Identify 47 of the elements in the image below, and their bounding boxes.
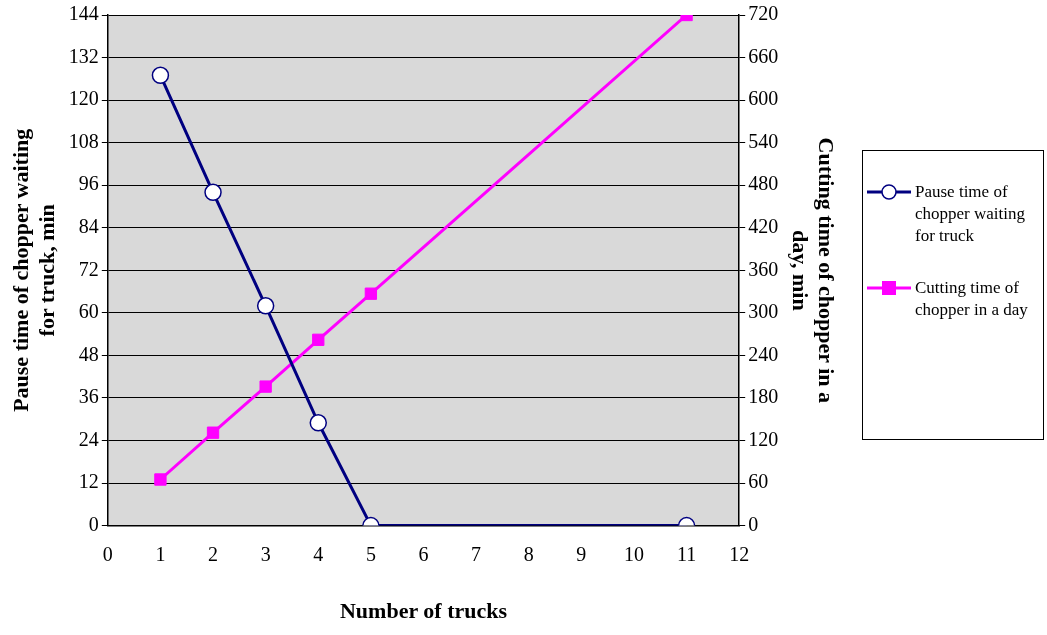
y2-tick-label: 240	[748, 342, 779, 365]
legend-label: Pause time of chopper waiting for truck	[915, 181, 1026, 247]
y-tick-label: 0	[88, 512, 99, 535]
y2-tick-label: 480	[748, 172, 779, 195]
y-tick-label: 24	[78, 427, 99, 450]
y-tick-label: 84	[78, 215, 99, 237]
y-tick-label: 108	[68, 129, 99, 152]
y-tick-label: 144	[68, 2, 99, 25]
y2-tick-label: 360	[748, 257, 779, 280]
x-tick-label: 0	[102, 542, 113, 565]
x-tick-label: 4	[313, 542, 324, 565]
y2-tick-label: 300	[748, 300, 779, 323]
point	[204, 183, 222, 202]
x-tick-label: 10	[623, 542, 644, 565]
x-tick-label: 1	[155, 542, 166, 565]
y2-tick-label: 540	[748, 129, 779, 152]
y-tick-label: 72	[78, 257, 99, 280]
point	[256, 297, 275, 315]
y2-tick-label: 180	[748, 385, 779, 408]
y2-tick-label: 60	[748, 470, 769, 493]
x-tick-label: 7	[471, 542, 482, 565]
y-tick-label: 132	[68, 44, 99, 67]
legend-label: Cutting time of chopper in a day	[915, 277, 1029, 321]
x-tick-label: 8	[523, 542, 534, 565]
x-tick-label: 6	[418, 542, 429, 565]
x-axis-title: Number of trucks	[339, 598, 508, 624]
y-tick-label: 48	[78, 342, 99, 365]
y2-tick-label: 420	[748, 215, 779, 237]
y-tick-label: 60	[78, 300, 99, 323]
y-tick-label: 12	[78, 470, 99, 493]
y2-tick-label: 120	[748, 427, 779, 450]
x-tick-label: 5	[365, 542, 376, 565]
y-tick-label: 120	[68, 87, 99, 110]
y2-tick-label: 600	[748, 87, 779, 110]
y2-tick-label: 720	[748, 2, 779, 25]
y2-tick-label: 660	[748, 44, 779, 67]
y-axis-title: Pause time of chopper waiting for truck, min	[7, 128, 60, 412]
x-tick-label: 9	[576, 542, 587, 565]
point	[151, 66, 170, 85]
y-tick-label: 96	[78, 172, 99, 195]
x-tick-label: 2	[208, 542, 219, 565]
y2-axis-title: Cutting time of chopper in a day, min	[787, 137, 840, 404]
x-tick-label: 11	[676, 542, 697, 565]
y-tick-label: 36	[78, 385, 99, 408]
y2-tick-label: 0	[748, 512, 759, 535]
x-tick-label: 3	[260, 542, 271, 565]
x-tick-label: 12	[729, 542, 750, 565]
